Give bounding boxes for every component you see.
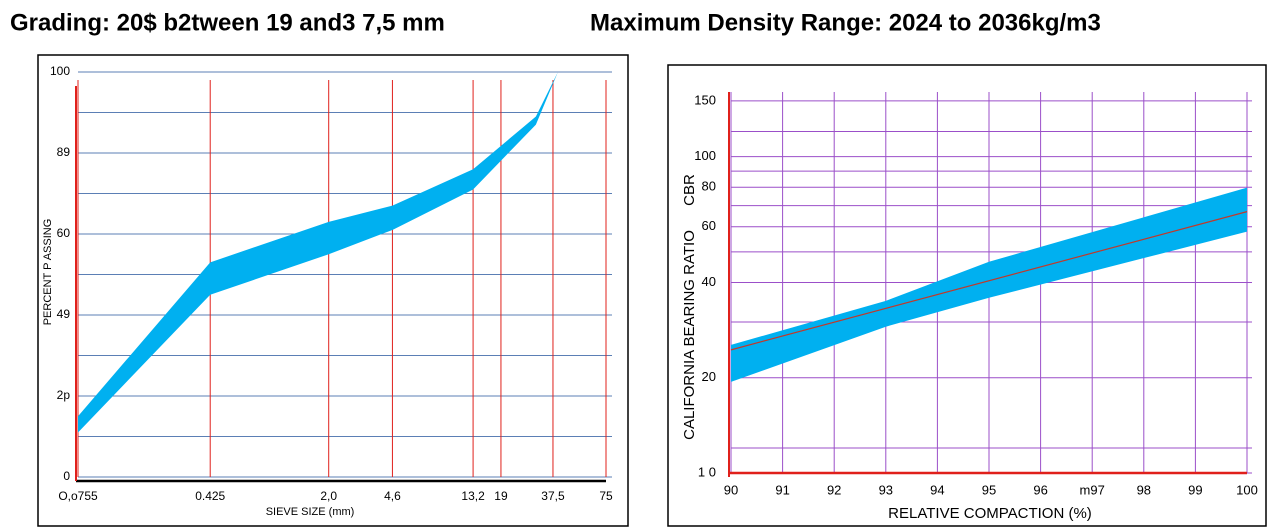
- x-tick-label: 94: [930, 482, 944, 497]
- y-tick-label: 150: [694, 92, 716, 107]
- trend-line: [730, 211, 1248, 351]
- band: [731, 187, 1247, 382]
- x-tick-label: O,o755: [58, 489, 98, 503]
- y-tick-label: 60: [57, 226, 71, 240]
- x-tick-label: 100: [1236, 482, 1258, 497]
- x-tick-label: 99: [1188, 482, 1202, 497]
- chart-title: Maximum Density Range: 2024 to 2036kg/m3: [590, 9, 1101, 36]
- y-tick-label: 20: [702, 369, 716, 384]
- x-axis-title: SIEVE SIZE (mm): [266, 506, 355, 518]
- y-tick-label: 49: [57, 307, 71, 321]
- y-axis-title: CALIFORNIA BEARING RATIO: [681, 230, 698, 440]
- y-tick-label: 0: [63, 469, 70, 483]
- chart-title: Grading: 20$ b2tween 19 and3 7,5 mm: [10, 9, 445, 36]
- x-tick-label: 92: [827, 482, 841, 497]
- x-tick-label: m97: [1080, 482, 1105, 497]
- panel-frame: [667, 64, 1267, 527]
- x-tick-label: 93: [879, 482, 893, 497]
- x-tick-label: 91: [775, 482, 789, 497]
- y-tick-label: 2p: [57, 388, 71, 402]
- y-tick-label: 40: [702, 274, 716, 289]
- y-axis-title: PERCENT P ASSING: [42, 219, 54, 326]
- x-tick-label: 4,6: [384, 489, 401, 503]
- y-tick-label: 100: [694, 148, 716, 163]
- band: [78, 72, 558, 433]
- y-tick-label: 89: [57, 145, 71, 159]
- y-tick-label: 80: [702, 179, 716, 194]
- x-tick-label: 13,2: [461, 489, 485, 503]
- x-tick-label: 75: [599, 489, 613, 503]
- y-tick-label: 1 0: [698, 464, 716, 479]
- x-tick-label: 2,0: [320, 489, 337, 503]
- x-tick-label: 96: [1033, 482, 1047, 497]
- x-tick-label: 90: [724, 482, 738, 497]
- x-tick-label: 95: [982, 482, 996, 497]
- x-axis-title: RELATIVE COMPACTION (%): [888, 505, 1092, 522]
- x-tick-label: 0.425: [195, 489, 225, 503]
- x-tick-label: 98: [1137, 482, 1151, 497]
- x-tick-label: 19: [494, 489, 508, 503]
- y-axis-title: CBR: [681, 174, 698, 206]
- panel-frame: [37, 54, 629, 527]
- x-tick-label: 37,5: [541, 489, 565, 503]
- y-tick-label: 100: [50, 64, 70, 78]
- y-tick-label: 60: [702, 218, 716, 233]
